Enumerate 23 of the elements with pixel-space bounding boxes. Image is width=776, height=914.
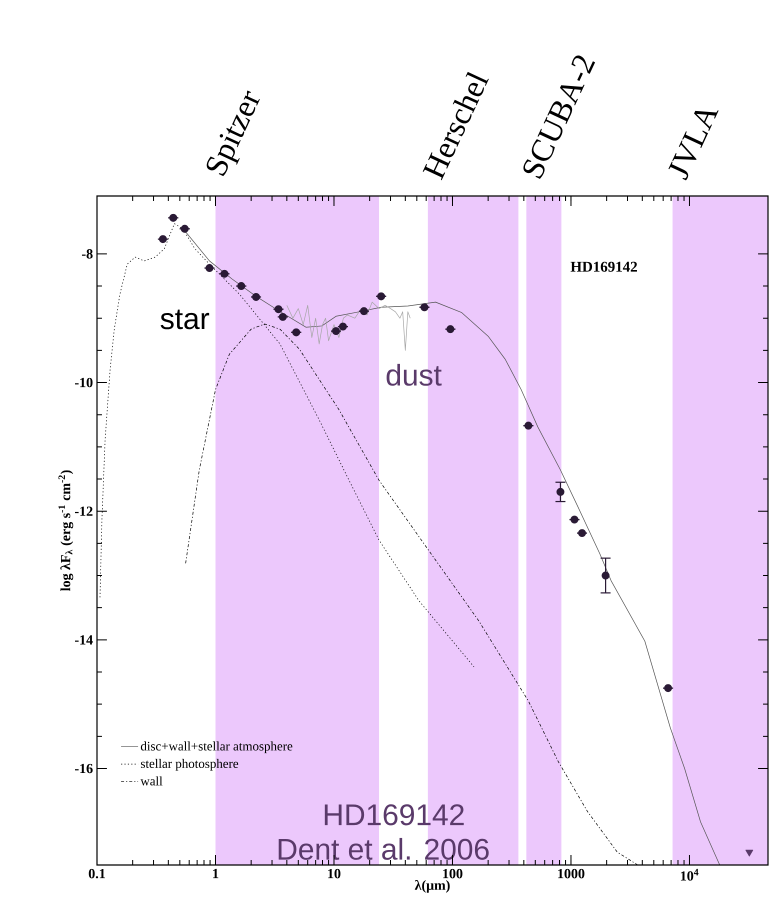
annotation: star (160, 310, 210, 330)
annotation: HD169142 (570, 262, 637, 272)
y-tick-label: -10 (75, 378, 93, 388)
y-tick-label: -12 (75, 506, 92, 516)
x-tick-label: 100 (443, 868, 462, 878)
y-tick-label: -16 (75, 764, 93, 774)
x-tick-label: 10$^{4}$ (680, 868, 698, 881)
legend-label: wall (140, 776, 162, 786)
y-axis-title: log λF$_{λ}$ (erg s$^{-1}$ cm$^{-2}$) (58, 470, 74, 592)
band-label: Spitzer (206, 90, 260, 176)
band-label: JVLA (668, 110, 719, 180)
x-tick-label: 10 (328, 868, 340, 878)
x-tick-label: 1 (213, 868, 218, 878)
legend-label: disc+wall+stellar atmosphere (140, 741, 292, 754)
annotation: dust (386, 364, 442, 386)
annotation: Dent et al. 2006 (278, 838, 489, 860)
y-tick-label: -8 (82, 249, 93, 259)
annotation: HD169142 (324, 804, 464, 826)
legend-label: stellar photosphere (140, 758, 238, 771)
y-tick-label: -14 (75, 635, 93, 644)
x-tick-label: 0.1 (88, 868, 105, 878)
x-tick-label: 1000 (558, 868, 584, 878)
x-axis-title: λ(μm) (414, 880, 450, 893)
